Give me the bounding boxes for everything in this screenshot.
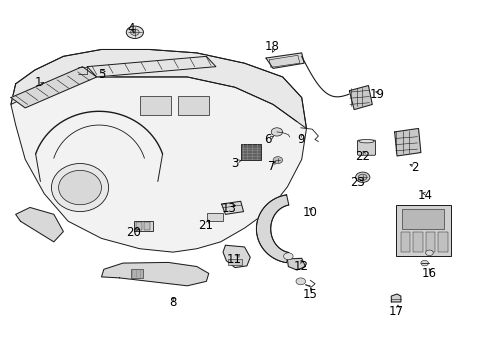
Text: 17: 17 xyxy=(388,305,403,318)
Bar xyxy=(401,209,443,229)
FancyBboxPatch shape xyxy=(357,140,375,155)
Bar xyxy=(207,213,222,221)
Text: 1: 1 xyxy=(35,76,42,89)
Circle shape xyxy=(271,128,282,136)
Text: 12: 12 xyxy=(293,260,307,273)
Ellipse shape xyxy=(51,163,108,212)
Circle shape xyxy=(425,250,432,256)
Polygon shape xyxy=(348,86,371,109)
Circle shape xyxy=(283,253,292,260)
Text: 3: 3 xyxy=(231,157,238,170)
Bar xyxy=(228,259,241,265)
Polygon shape xyxy=(265,53,304,68)
Bar xyxy=(400,232,409,252)
Text: 7: 7 xyxy=(268,160,275,173)
Text: 15: 15 xyxy=(302,288,317,301)
Polygon shape xyxy=(11,49,306,129)
Text: 16: 16 xyxy=(421,267,436,280)
Polygon shape xyxy=(390,294,400,302)
Circle shape xyxy=(272,157,282,163)
Text: 23: 23 xyxy=(350,176,365,189)
Polygon shape xyxy=(256,195,288,263)
Polygon shape xyxy=(287,258,305,270)
Bar xyxy=(437,232,447,252)
Bar xyxy=(144,222,150,230)
Polygon shape xyxy=(11,49,306,252)
Text: 8: 8 xyxy=(169,297,176,310)
Bar xyxy=(131,269,142,278)
Bar xyxy=(136,222,141,230)
Bar xyxy=(395,205,450,256)
Circle shape xyxy=(295,278,305,285)
Polygon shape xyxy=(394,129,420,156)
Text: 20: 20 xyxy=(126,226,141,239)
Bar xyxy=(178,96,208,115)
Text: 5: 5 xyxy=(98,68,105,81)
Bar xyxy=(240,144,260,160)
Text: 11: 11 xyxy=(226,253,241,266)
Polygon shape xyxy=(87,57,216,77)
Polygon shape xyxy=(221,201,243,214)
Circle shape xyxy=(126,26,143,39)
Polygon shape xyxy=(16,207,63,242)
Text: 4: 4 xyxy=(127,22,135,35)
Ellipse shape xyxy=(358,174,366,180)
Text: 13: 13 xyxy=(222,202,236,215)
Bar xyxy=(134,221,153,231)
Text: 18: 18 xyxy=(264,40,279,53)
Text: 9: 9 xyxy=(296,133,304,146)
Bar xyxy=(425,232,434,252)
Ellipse shape xyxy=(358,139,373,143)
Bar xyxy=(412,232,422,252)
Circle shape xyxy=(420,260,427,266)
Ellipse shape xyxy=(355,172,369,183)
Text: 2: 2 xyxy=(410,162,418,175)
Text: 10: 10 xyxy=(302,206,317,219)
Bar xyxy=(140,96,170,115)
Text: 14: 14 xyxy=(416,189,431,202)
Polygon shape xyxy=(102,262,208,286)
Circle shape xyxy=(130,29,139,35)
Polygon shape xyxy=(11,67,97,108)
Text: 19: 19 xyxy=(369,88,384,101)
Text: 6: 6 xyxy=(263,133,270,146)
Polygon shape xyxy=(223,245,250,267)
Text: 22: 22 xyxy=(354,150,369,163)
Text: 21: 21 xyxy=(198,219,212,232)
Ellipse shape xyxy=(59,170,102,205)
